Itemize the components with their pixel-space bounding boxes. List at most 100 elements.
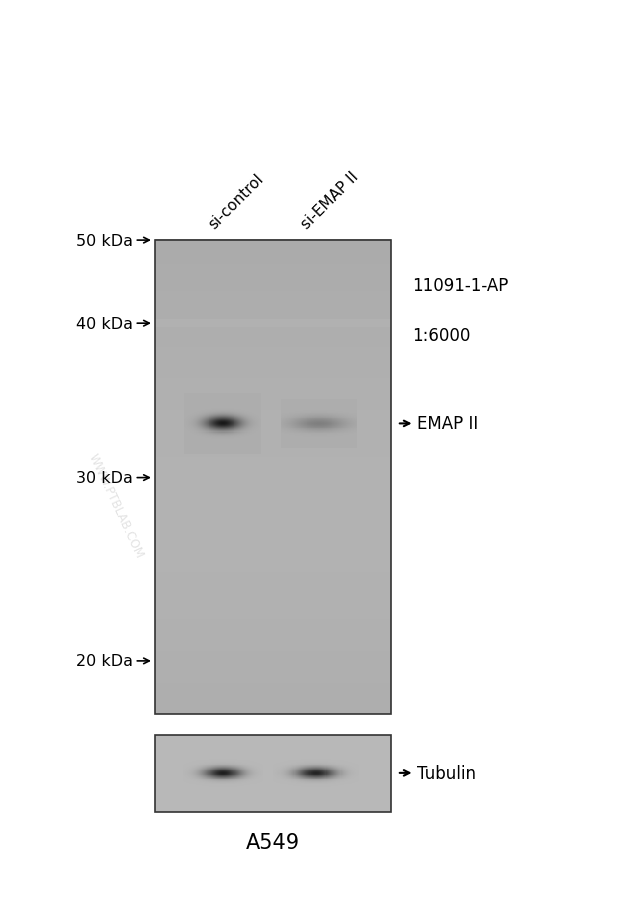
Bar <box>246 434 247 435</box>
Bar <box>220 433 221 434</box>
Bar <box>205 439 207 440</box>
Bar <box>194 403 195 404</box>
Bar <box>207 393 208 395</box>
Bar <box>245 400 246 401</box>
Bar <box>210 417 212 418</box>
Bar <box>230 449 232 450</box>
Bar <box>155 787 391 788</box>
Bar <box>242 398 243 399</box>
Bar <box>202 418 203 419</box>
Bar <box>246 414 247 415</box>
Bar <box>245 443 246 444</box>
Bar <box>215 398 216 399</box>
Bar <box>245 451 246 452</box>
Bar <box>242 405 243 406</box>
Bar <box>226 396 227 397</box>
Bar <box>257 435 259 436</box>
Bar <box>195 438 196 439</box>
Bar <box>226 451 227 452</box>
Bar <box>192 449 193 450</box>
Bar <box>234 441 236 442</box>
Bar <box>195 429 196 430</box>
Bar <box>220 446 221 447</box>
Bar <box>203 399 205 400</box>
Bar <box>221 426 222 427</box>
Bar <box>214 418 215 419</box>
Bar <box>222 420 223 421</box>
Bar <box>200 423 201 424</box>
Bar <box>224 430 225 431</box>
Bar <box>199 440 200 441</box>
Bar <box>245 418 246 419</box>
Bar <box>155 784 391 785</box>
Bar <box>221 406 222 407</box>
Bar <box>250 418 251 419</box>
Bar <box>225 445 226 446</box>
Bar <box>247 450 248 451</box>
Bar <box>155 354 391 359</box>
Bar <box>252 397 254 398</box>
Bar <box>251 452 252 453</box>
Bar <box>241 438 242 439</box>
Bar <box>189 417 190 418</box>
Bar <box>214 412 215 413</box>
Bar <box>203 429 205 430</box>
Bar <box>257 405 259 406</box>
Bar <box>234 395 236 396</box>
Bar <box>200 418 201 419</box>
Bar <box>220 415 221 416</box>
Bar <box>155 559 391 565</box>
Bar <box>239 436 241 437</box>
Bar <box>230 427 232 428</box>
Bar <box>247 399 248 400</box>
Bar <box>212 434 214 435</box>
Bar <box>201 414 202 415</box>
Bar <box>242 436 243 437</box>
Bar <box>223 448 224 449</box>
Bar <box>229 420 230 421</box>
Bar <box>215 417 216 418</box>
Bar <box>198 445 199 446</box>
Bar <box>193 452 194 453</box>
Bar <box>194 408 195 409</box>
Bar <box>215 405 216 406</box>
Bar <box>198 400 199 401</box>
Bar <box>227 424 228 425</box>
Bar <box>259 397 261 398</box>
Bar <box>237 424 238 425</box>
Bar <box>221 432 222 433</box>
Bar <box>220 401 221 403</box>
Bar <box>247 424 248 425</box>
Bar <box>229 429 230 430</box>
Bar <box>236 449 237 450</box>
Bar <box>250 415 251 416</box>
Bar <box>236 439 237 440</box>
Bar <box>189 446 190 447</box>
Bar <box>256 424 257 425</box>
Bar <box>216 444 217 445</box>
Bar <box>225 410 226 412</box>
Bar <box>256 419 257 420</box>
Bar <box>256 421 257 422</box>
Bar <box>239 446 241 447</box>
Bar <box>259 449 261 450</box>
Bar <box>246 406 247 407</box>
Bar <box>215 442 216 443</box>
Bar <box>223 406 224 407</box>
Bar <box>203 416 205 417</box>
Bar <box>244 438 245 439</box>
Bar <box>249 426 250 427</box>
Bar <box>232 428 234 429</box>
Bar <box>192 405 193 406</box>
Bar <box>200 416 201 417</box>
Bar <box>214 396 215 397</box>
Bar <box>241 428 242 429</box>
Bar <box>227 405 228 406</box>
Bar <box>246 449 247 450</box>
Bar <box>241 404 242 405</box>
Bar <box>201 403 202 404</box>
Bar <box>248 438 249 439</box>
Bar <box>192 446 193 447</box>
Bar <box>197 412 198 413</box>
Bar <box>232 413 234 414</box>
